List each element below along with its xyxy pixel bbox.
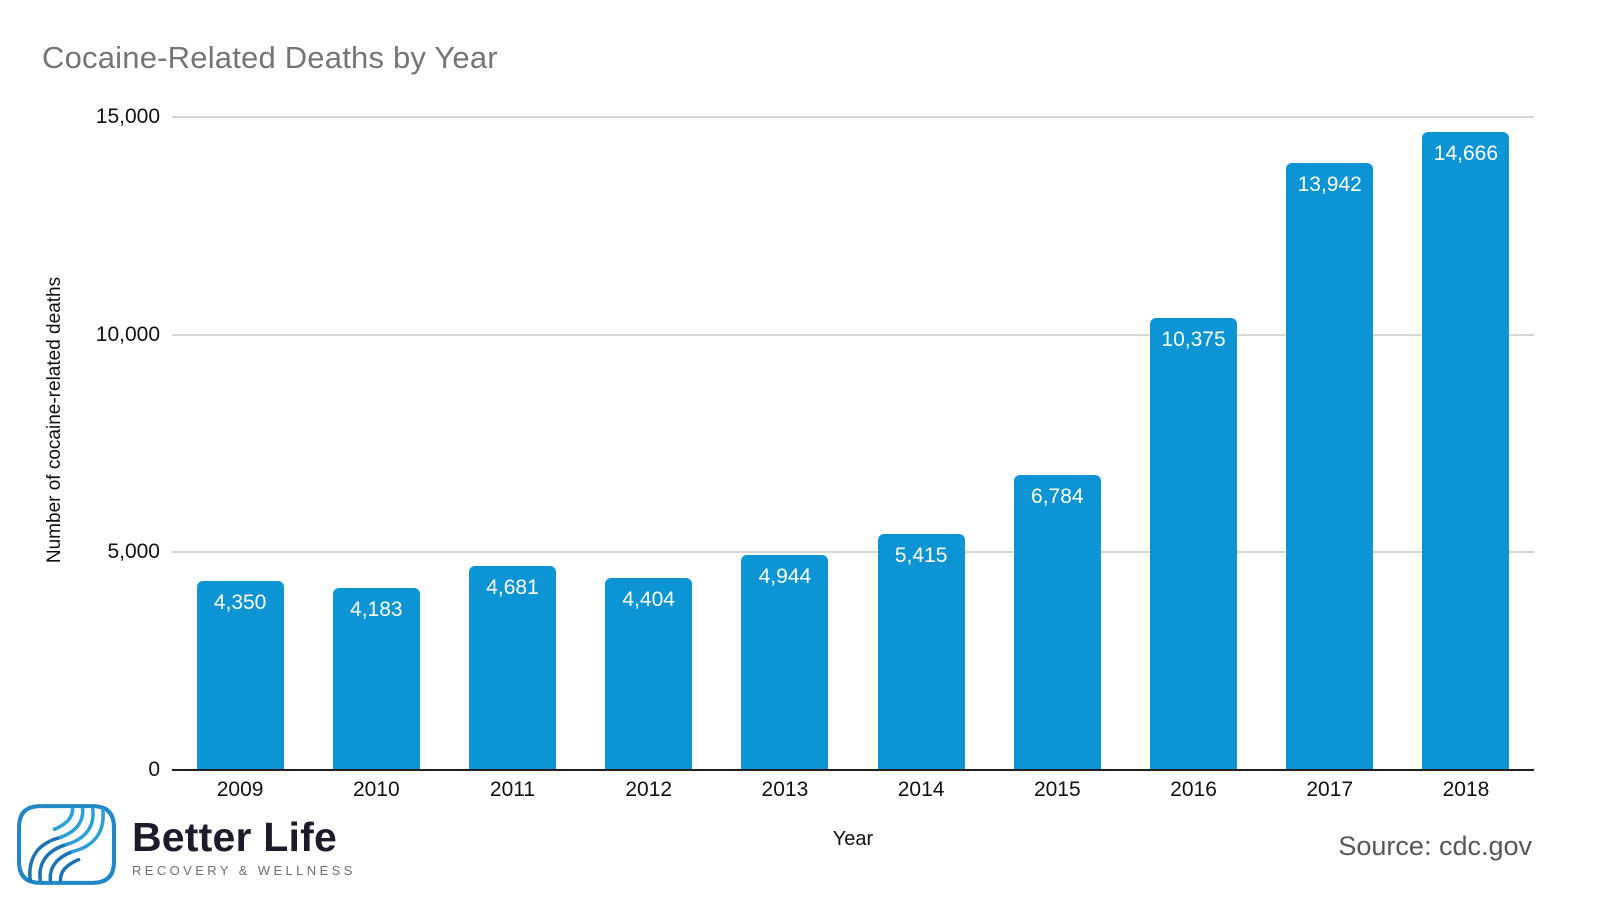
bar-2013: 4,944: [741, 554, 829, 770]
x-axis-title: Year: [832, 828, 874, 850]
y-gridline: [172, 333, 1534, 336]
bars: 4,350 4,183 4,681 4,404 4,944 5,415 6,784 10,37…: [172, 117, 1534, 770]
bar-value-label: 10,375: [1161, 328, 1226, 352]
bar-2012: 4,404: [605, 578, 693, 770]
x-tick-label-2018: 2018: [1442, 778, 1490, 801]
bar-band-2018: 14,666: [1398, 117, 1534, 770]
y-tick-label: 5,000: [107, 540, 160, 564]
bar-2014: 5,415: [877, 534, 965, 770]
x-tick-label-2016: 2016: [1170, 778, 1217, 801]
y-axis-ticks: 0 5,000 10,000 15,000: [0, 105, 160, 781]
bar-band-2012: 4,404: [581, 117, 717, 770]
bar-2018: 14,666: [1422, 131, 1510, 770]
chart-title: Cocaine-Related Deaths by Year: [42, 40, 498, 75]
bar-value-label: 4,944: [758, 564, 812, 588]
x-tick-label-2009: 2009: [216, 778, 264, 801]
x-tick-label-2017: 2017: [1306, 778, 1354, 801]
bar-band-2015: 6,784: [989, 117, 1125, 770]
source-credit: Source: cdc.gov: [1338, 831, 1532, 861]
plot-area: 4,350 4,183 4,681 4,404 4,944 5,415 6,784 10,37…: [172, 116, 1534, 771]
bar-value-label: 4,183: [350, 597, 403, 621]
x-tick-label-2015: 2015: [1033, 778, 1081, 801]
y-gridline: [172, 116, 1534, 118]
bar-value-label: 5,415: [894, 544, 948, 568]
bar-2015: 6,784: [1013, 474, 1101, 770]
x-axis-labels: 2009 2010 2011 2012 2013 2014 2015 2016 2017 2018: [172, 778, 1534, 802]
x-tick-label-2012: 2012: [625, 778, 673, 801]
bar-band-2013: 4,944: [717, 117, 853, 770]
bar-2011: 4,681: [469, 566, 556, 770]
bar-value-label: 13,942: [1297, 173, 1362, 197]
bar-band-2010: 4,183: [308, 117, 444, 770]
x-tick-label-2013: 2013: [761, 778, 809, 801]
y-tick-label: 0: [148, 758, 160, 781]
bar-2016: 10,375: [1150, 318, 1238, 770]
bar-band-2011: 4,681: [444, 117, 580, 770]
bar-band-2017: 13,942: [1262, 117, 1398, 770]
bar-2009: 4,350: [196, 580, 284, 770]
brand-text: Better Life RECOVERY & WELLNESS: [132, 814, 356, 878]
bar-value-label: 6,784: [1031, 484, 1084, 508]
y-axis-title: Number of cocaine-related deaths: [44, 276, 65, 564]
wave-leaf-icon: [16, 803, 117, 891]
y-tick-label: 10,000: [95, 322, 160, 346]
bar-band-2016: 10,375: [1125, 117, 1261, 770]
y-tick-label: 15,000: [95, 105, 160, 128]
x-tick-label-2011: 2011: [489, 778, 536, 801]
bar-value-label: 4,404: [622, 588, 675, 612]
bar-2017: 13,942: [1286, 163, 1374, 770]
x-axis-baseline: [172, 769, 1534, 771]
bar-band-2014: 5,415: [853, 117, 989, 770]
brand-subtitle: RECOVERY & WELLNESS: [132, 862, 356, 878]
brand-logo: Better Life RECOVERY & WELLNESS: [16, 803, 356, 891]
y-gridline: [172, 551, 1534, 554]
bar-2010: 4,183: [332, 587, 420, 770]
x-tick-label-2010: 2010: [352, 778, 400, 801]
brand-name: Better Life: [132, 814, 337, 861]
bar-band-2009: 4,350: [172, 117, 308, 770]
x-tick-label-2014: 2014: [897, 778, 945, 801]
bar-value-label: 14,666: [1433, 141, 1499, 165]
bar-value-label: 4,350: [213, 590, 267, 614]
bar-value-label: 4,681: [486, 576, 539, 600]
